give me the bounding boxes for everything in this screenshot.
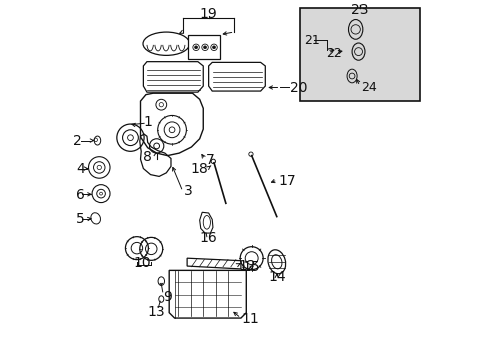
Text: 23: 23 [350, 3, 368, 17]
FancyBboxPatch shape [300, 8, 419, 101]
Text: 7: 7 [205, 153, 214, 167]
Text: 2: 2 [73, 134, 81, 148]
Circle shape [194, 46, 197, 49]
Text: 13: 13 [147, 305, 165, 319]
Text: 8: 8 [143, 150, 152, 164]
Text: 18: 18 [190, 162, 207, 176]
Circle shape [212, 46, 215, 49]
Text: 10: 10 [133, 256, 151, 270]
FancyBboxPatch shape [187, 35, 220, 59]
Text: 1: 1 [143, 115, 152, 129]
Text: 19: 19 [200, 7, 217, 21]
Text: 15: 15 [243, 260, 260, 274]
Text: 11: 11 [241, 312, 259, 326]
Text: 4: 4 [76, 162, 84, 176]
Text: 5: 5 [76, 212, 84, 226]
Text: 22: 22 [325, 47, 341, 60]
Text: 12: 12 [238, 259, 255, 273]
Text: 21: 21 [304, 33, 320, 47]
Text: 20: 20 [290, 81, 307, 95]
Text: 24: 24 [360, 81, 376, 94]
Text: 14: 14 [267, 270, 285, 284]
Circle shape [169, 127, 175, 133]
Text: 16: 16 [199, 231, 216, 245]
Circle shape [203, 46, 206, 49]
Text: 6: 6 [76, 188, 84, 202]
Text: 3: 3 [183, 184, 192, 198]
Text: 17: 17 [278, 174, 295, 188]
Text: 9: 9 [163, 289, 171, 303]
